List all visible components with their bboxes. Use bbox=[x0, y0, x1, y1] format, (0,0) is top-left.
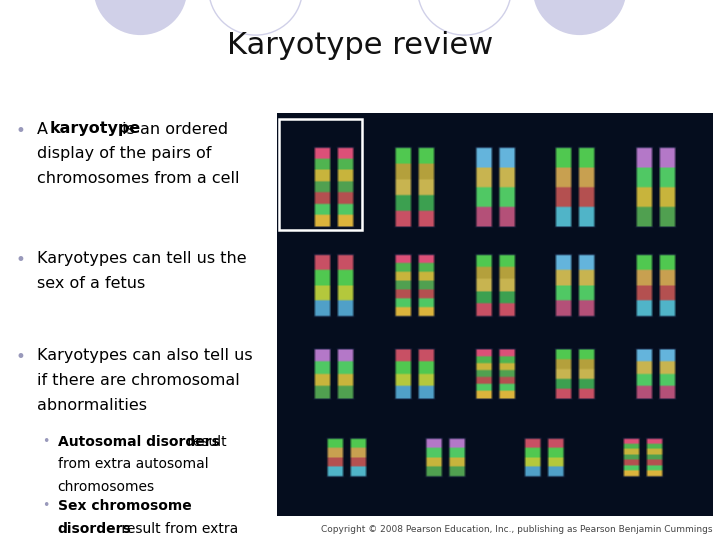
Text: sex of a fetus: sex of a fetus bbox=[37, 276, 145, 291]
Text: display of the pairs of: display of the pairs of bbox=[37, 146, 212, 161]
Bar bbox=[279, 119, 362, 230]
Text: Karyotypes can tell us the: Karyotypes can tell us the bbox=[37, 251, 247, 266]
Text: chromosomes from a cell: chromosomes from a cell bbox=[37, 171, 240, 186]
Text: is an ordered: is an ordered bbox=[117, 122, 228, 137]
Text: •: • bbox=[16, 251, 26, 269]
Text: Karyotypes can also tell us: Karyotypes can also tell us bbox=[37, 348, 253, 363]
Text: disorders: disorders bbox=[58, 522, 131, 536]
Text: result: result bbox=[183, 435, 227, 449]
Text: Autosomal disorders: Autosomal disorders bbox=[58, 435, 220, 449]
Text: A: A bbox=[37, 122, 53, 137]
Text: Copyright © 2008 Pearson Education, Inc., publishing as Pearson Benjamin Cumming: Copyright © 2008 Pearson Education, Inc.… bbox=[321, 524, 713, 534]
Text: Sex chromosome: Sex chromosome bbox=[58, 500, 192, 514]
Text: result from extra: result from extra bbox=[117, 522, 238, 536]
Ellipse shape bbox=[94, 0, 187, 35]
Ellipse shape bbox=[533, 0, 626, 35]
Text: karyotype: karyotype bbox=[50, 122, 141, 137]
Text: •: • bbox=[16, 122, 26, 139]
Text: •: • bbox=[16, 348, 26, 366]
Text: chromosomes: chromosomes bbox=[58, 480, 155, 494]
Text: from extra autosomal: from extra autosomal bbox=[58, 457, 208, 471]
Bar bbox=[277, 113, 713, 516]
Text: abnormalities: abnormalities bbox=[37, 398, 148, 413]
Text: •: • bbox=[42, 500, 49, 512]
Text: if there are chromosomal: if there are chromosomal bbox=[37, 373, 240, 388]
Text: Karyotype review: Karyotype review bbox=[227, 31, 493, 60]
Text: •: • bbox=[42, 435, 49, 448]
